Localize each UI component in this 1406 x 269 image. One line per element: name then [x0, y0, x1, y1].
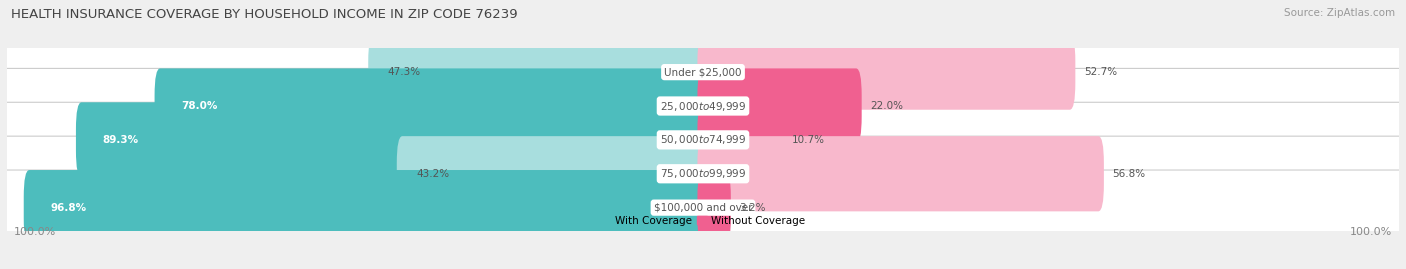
FancyBboxPatch shape — [1, 102, 1405, 178]
Text: 10.7%: 10.7% — [792, 135, 824, 145]
Text: 78.0%: 78.0% — [181, 101, 218, 111]
FancyBboxPatch shape — [697, 102, 783, 178]
FancyBboxPatch shape — [1, 136, 1405, 211]
FancyBboxPatch shape — [697, 136, 1104, 211]
FancyBboxPatch shape — [1, 170, 1405, 245]
FancyBboxPatch shape — [697, 68, 862, 144]
Text: 43.2%: 43.2% — [416, 169, 450, 179]
Text: $50,000 to $74,999: $50,000 to $74,999 — [659, 133, 747, 146]
FancyBboxPatch shape — [155, 68, 709, 144]
FancyBboxPatch shape — [697, 34, 1076, 110]
Text: 89.3%: 89.3% — [103, 135, 139, 145]
Text: 22.0%: 22.0% — [870, 101, 903, 111]
FancyBboxPatch shape — [697, 170, 731, 245]
Text: Source: ZipAtlas.com: Source: ZipAtlas.com — [1284, 8, 1395, 18]
FancyBboxPatch shape — [1, 68, 1405, 144]
Text: 96.8%: 96.8% — [51, 203, 86, 213]
Text: 56.8%: 56.8% — [1112, 169, 1146, 179]
FancyBboxPatch shape — [1, 34, 1405, 110]
Text: 100.0%: 100.0% — [1350, 227, 1392, 237]
Text: 100.0%: 100.0% — [14, 227, 56, 237]
Text: 47.3%: 47.3% — [388, 67, 420, 77]
FancyBboxPatch shape — [24, 170, 709, 245]
FancyBboxPatch shape — [76, 102, 709, 178]
Text: $100,000 and over: $100,000 and over — [654, 203, 752, 213]
FancyBboxPatch shape — [368, 34, 709, 110]
FancyBboxPatch shape — [396, 136, 709, 211]
Text: $25,000 to $49,999: $25,000 to $49,999 — [659, 100, 747, 112]
Text: Under $25,000: Under $25,000 — [664, 67, 742, 77]
Text: HEALTH INSURANCE COVERAGE BY HOUSEHOLD INCOME IN ZIP CODE 76239: HEALTH INSURANCE COVERAGE BY HOUSEHOLD I… — [11, 8, 517, 21]
Text: $75,000 to $99,999: $75,000 to $99,999 — [659, 167, 747, 180]
Text: 3.2%: 3.2% — [740, 203, 766, 213]
Legend: With Coverage, Without Coverage: With Coverage, Without Coverage — [598, 211, 808, 230]
Text: 52.7%: 52.7% — [1084, 67, 1116, 77]
